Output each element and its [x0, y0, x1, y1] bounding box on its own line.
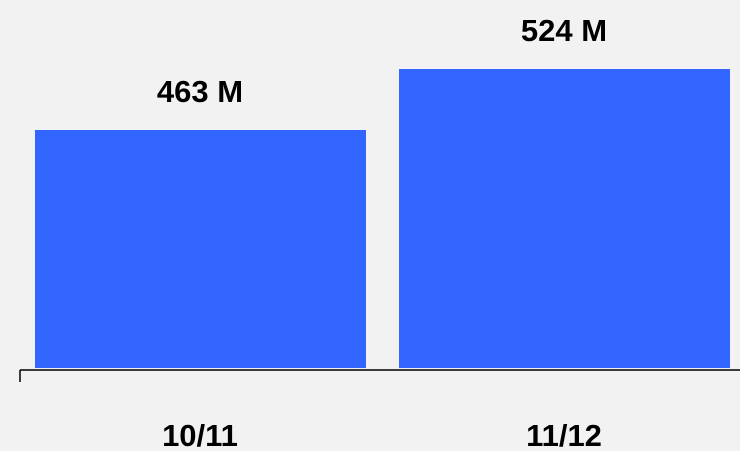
- x-tick-label: 10/11: [162, 418, 238, 451]
- bar: [35, 130, 366, 368]
- value-label: 463 M: [157, 74, 243, 109]
- value-label: 524 M: [521, 13, 607, 48]
- bar: [399, 69, 730, 368]
- x-tick-label: 11/12: [526, 418, 602, 451]
